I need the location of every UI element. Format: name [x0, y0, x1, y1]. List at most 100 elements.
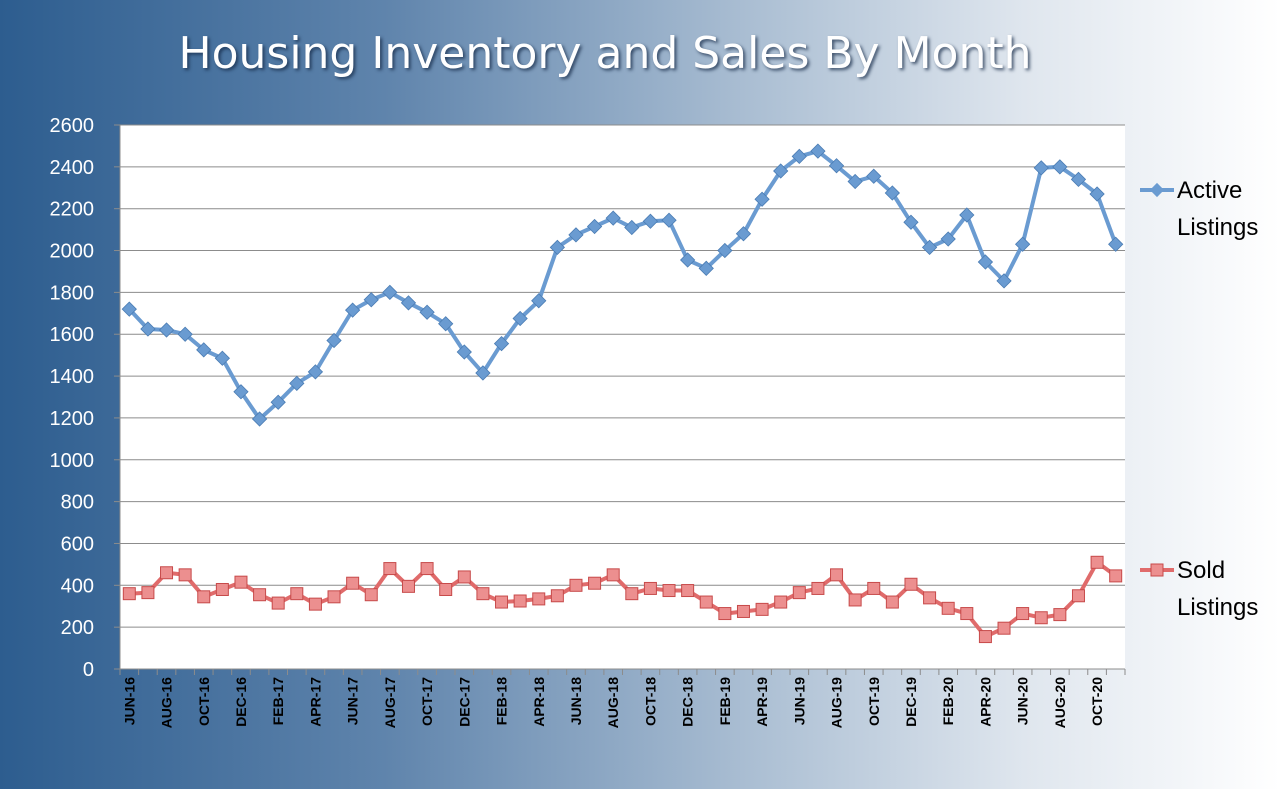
- legend-label: Sold: [1177, 557, 1225, 584]
- data-point: [456, 344, 472, 360]
- data-point: [289, 375, 305, 392]
- y-tick-label: 800: [61, 492, 94, 514]
- data-point: [791, 148, 807, 165]
- data-point: [588, 576, 602, 590]
- data-point: [476, 587, 490, 601]
- y-tick-label: 2600: [50, 115, 95, 137]
- x-tick-label: OCT-20: [1089, 677, 1105, 726]
- data-point: [549, 239, 565, 256]
- data-point: [308, 597, 322, 611]
- data-point: [197, 590, 211, 604]
- data-point: [662, 584, 676, 598]
- data-point: [345, 302, 361, 318]
- data-point: [699, 595, 713, 609]
- y-tick-label: 200: [61, 617, 94, 639]
- data-point: [624, 219, 640, 236]
- y-tick-label: 0: [83, 659, 94, 681]
- y-tick-label: 1800: [50, 282, 95, 304]
- legend-marker: [1150, 563, 1164, 577]
- y-tick-label: 1400: [50, 366, 95, 388]
- x-tick-label: APR-20: [977, 677, 993, 727]
- x-tick-label: JUN-18: [568, 677, 584, 725]
- data-point: [977, 254, 994, 270]
- data-point: [196, 342, 212, 358]
- data-point: [959, 207, 975, 223]
- data-point: [755, 602, 769, 616]
- data-point: [214, 350, 230, 366]
- data-point: [960, 607, 974, 621]
- legend: Active Listings Sold Listings: [1140, 177, 1258, 621]
- data-point: [140, 321, 156, 337]
- data-point: [773, 163, 789, 179]
- data-point: [307, 364, 324, 380]
- data-point: [1108, 236, 1124, 252]
- data-point: [271, 596, 285, 610]
- data-point: [326, 332, 342, 349]
- data-point: [270, 394, 286, 410]
- data-point: [327, 590, 341, 604]
- data-point: [1071, 589, 1085, 603]
- data-point: [1089, 186, 1105, 202]
- data-point: [160, 566, 174, 580]
- data-point: [383, 562, 397, 576]
- data-point: [996, 273, 1012, 289]
- chart-title: Housing Inventory and Sales By Month: [178, 28, 1032, 79]
- x-tick-label: OCT-17: [419, 677, 435, 726]
- data-point: [550, 589, 564, 603]
- x-tick-label: APR-19: [754, 677, 770, 727]
- y-tick-label: 1200: [50, 408, 95, 430]
- data-point: [251, 411, 268, 427]
- data-point: [178, 568, 192, 582]
- data-point: [512, 310, 528, 327]
- x-axis: JUN-16 AUG-16 OCT-16 DEC-16 FEB-17 APR-17 JUN-…: [119, 668, 1126, 729]
- plot-area: [120, 125, 1125, 669]
- data-point: [774, 595, 788, 609]
- data-point: [978, 630, 992, 644]
- data-point: [792, 586, 806, 600]
- data-point: [439, 582, 453, 596]
- data-point: [680, 252, 696, 268]
- data-point: [735, 226, 752, 242]
- data-point: [122, 587, 136, 601]
- data-point: [233, 384, 249, 400]
- y-axis: 0 200 400 600 800 1000 1200 1400 1600 1800 2000 220…: [50, 115, 121, 681]
- x-tick-label: OCT-16: [196, 677, 212, 726]
- x-tick-label: FEB-20: [940, 677, 956, 725]
- data-point: [438, 316, 454, 332]
- data-point: [401, 579, 415, 593]
- data-point: [941, 601, 955, 615]
- data-point: [848, 593, 862, 607]
- data-point: [177, 326, 193, 342]
- x-tick-label: JUN-19: [791, 677, 807, 725]
- data-point: [661, 212, 677, 228]
- legend-label: Listings: [1177, 594, 1258, 621]
- data-point: [828, 158, 845, 174]
- data-point: [606, 568, 620, 582]
- data-point: [885, 595, 899, 609]
- data-point: [643, 581, 657, 595]
- y-tick-label: 1000: [50, 450, 95, 472]
- data-point: [382, 284, 398, 301]
- data-point: [1033, 160, 1049, 176]
- data-point: [569, 578, 583, 592]
- x-tick-label: DEC-17: [456, 677, 472, 727]
- x-tick-label: FEB-19: [717, 677, 733, 725]
- x-tick-label: AUG-17: [382, 677, 398, 729]
- data-point: [1016, 607, 1030, 621]
- x-tick-label: DEC-16: [233, 677, 249, 727]
- data-point: [346, 576, 360, 590]
- x-tick-label: AUG-19: [829, 677, 845, 729]
- legend-label: Listings: [1177, 214, 1258, 241]
- x-tick-label: OCT-18: [642, 677, 658, 726]
- x-tick-label: JUN-20: [1015, 677, 1031, 725]
- data-point: [121, 301, 137, 317]
- x-tick-label: OCT-19: [866, 677, 882, 726]
- data-point: [1070, 171, 1087, 188]
- x-tick-label: APR-17: [307, 677, 323, 727]
- data-point: [493, 336, 510, 352]
- data-point: [568, 227, 584, 243]
- data-point: [513, 594, 527, 608]
- data-point: [253, 588, 267, 602]
- data-point: [1053, 608, 1067, 622]
